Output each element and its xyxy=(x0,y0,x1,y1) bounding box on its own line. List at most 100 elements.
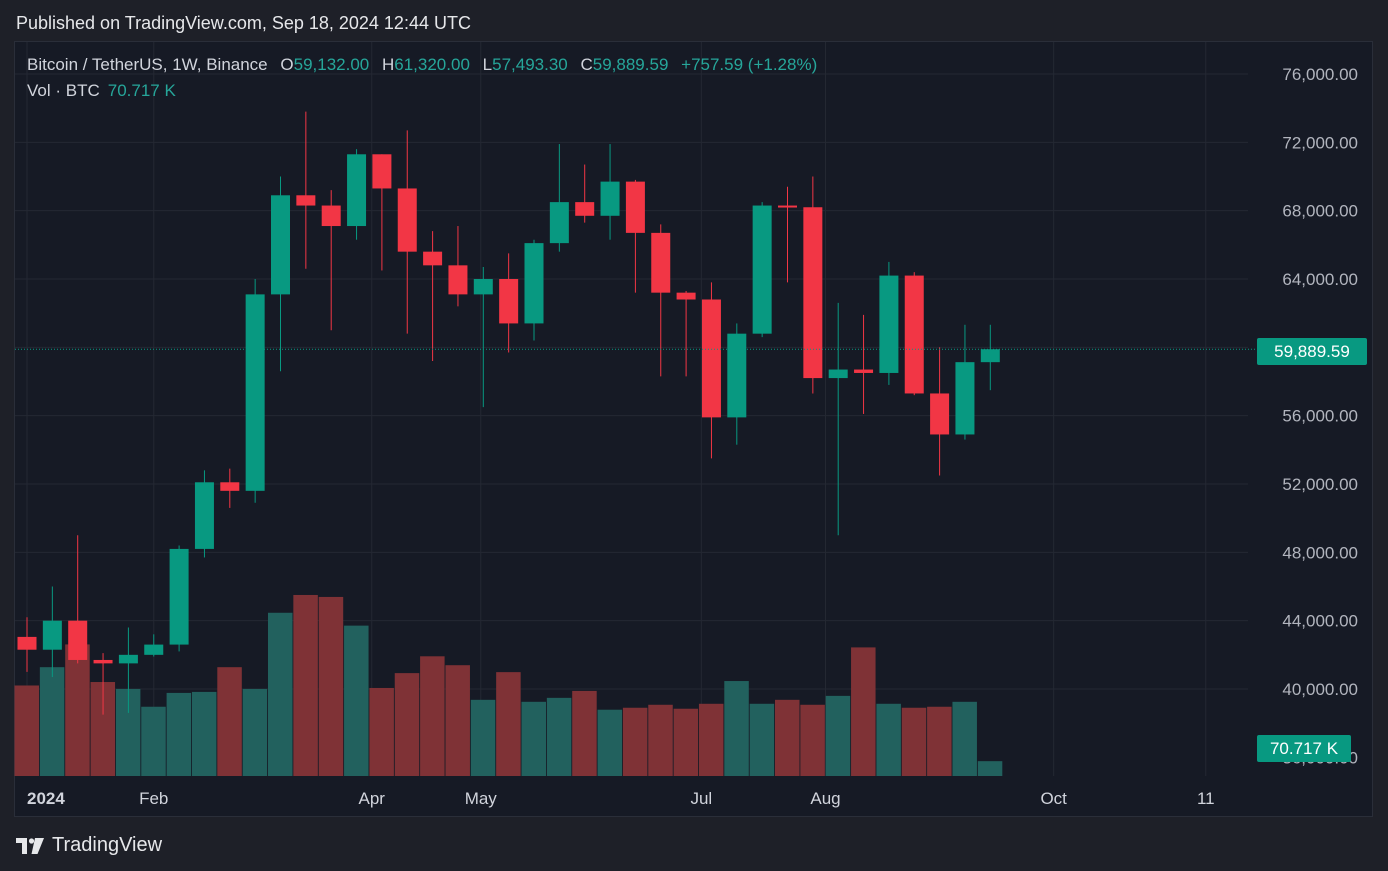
candle-body xyxy=(144,644,164,655)
volume-bar xyxy=(65,644,90,776)
candle-body xyxy=(879,275,899,373)
y-tick-label: 68,000.00 xyxy=(1282,202,1358,221)
volume-bar xyxy=(39,667,65,776)
volume-bar xyxy=(825,695,851,776)
volume-bar xyxy=(268,612,293,776)
candle-body xyxy=(904,275,924,394)
candle-body xyxy=(271,195,290,295)
volume-bar xyxy=(318,596,344,776)
high-value: 61,320.00 xyxy=(394,55,470,74)
volume-bar xyxy=(369,687,394,776)
volume-bar xyxy=(166,692,192,776)
brand-name: TradingView xyxy=(52,834,163,856)
volume-bar xyxy=(724,681,749,776)
volume-label[interactable]: Vol · BTC xyxy=(27,81,100,100)
candle-body xyxy=(676,292,696,300)
candle-body xyxy=(17,636,37,650)
series-legend: Bitcoin / TetherUS, 1W, Binance O59,132.… xyxy=(27,55,817,75)
volume-bar xyxy=(901,707,927,776)
x-tick-label: 11 xyxy=(1197,789,1215,808)
volume-bar xyxy=(344,625,369,776)
published-caption: Published on TradingView.com, Sep 18, 20… xyxy=(16,13,471,33)
volume-bar xyxy=(749,703,775,776)
volume-bar xyxy=(597,709,623,776)
candle-body xyxy=(752,205,772,334)
tradingview-brand[interactable]: TradingView xyxy=(16,834,162,857)
open-label: O xyxy=(280,55,294,74)
candle-body xyxy=(625,181,645,233)
y-tick-label: 72,000.00 xyxy=(1282,133,1358,152)
candle-body xyxy=(980,349,1000,363)
candle-body xyxy=(803,207,823,379)
low-label: L xyxy=(482,55,493,74)
candle-body xyxy=(828,369,848,379)
x-tick-label: Aug xyxy=(810,789,840,808)
last-price-tag: 59,889.59 xyxy=(1257,338,1367,365)
candle-body xyxy=(499,279,519,324)
x-tick-label: Apr xyxy=(359,789,386,808)
candle-body xyxy=(448,265,468,295)
last-volume-tag: 70.717 K xyxy=(1257,735,1351,762)
close-label: C xyxy=(580,55,593,74)
volume-bar xyxy=(14,685,39,776)
candle-body xyxy=(600,181,620,216)
candle-body xyxy=(955,362,975,435)
symbol-label[interactable]: Bitcoin / TetherUS, 1W, Binance xyxy=(27,55,268,74)
candle-body xyxy=(42,620,62,650)
volume-bar xyxy=(293,594,318,776)
volume-bar xyxy=(673,708,699,776)
y-tick-label: 56,000.00 xyxy=(1282,407,1358,426)
open-value: 59,132.00 xyxy=(293,55,370,74)
volume-bar xyxy=(141,706,166,776)
volume-bar xyxy=(851,647,876,776)
candle-body xyxy=(93,659,113,664)
volume-bar xyxy=(572,690,597,776)
candle-body xyxy=(575,202,595,216)
volume-bar xyxy=(952,701,977,776)
volume-bar xyxy=(546,697,572,776)
candle-body xyxy=(347,154,367,227)
candle-body xyxy=(549,202,569,244)
candle-body xyxy=(245,294,265,491)
candle-body xyxy=(68,620,88,660)
x-tick-label: May xyxy=(465,789,498,808)
candle-body xyxy=(220,482,240,491)
volume-bar xyxy=(242,688,268,776)
volume-bar xyxy=(800,704,825,776)
candle-body xyxy=(372,154,392,189)
volume-bar xyxy=(648,704,673,776)
y-tick-label: 48,000.00 xyxy=(1282,543,1358,562)
candle-body xyxy=(727,333,747,418)
volume-bar xyxy=(927,706,952,776)
volume-bar xyxy=(622,707,648,776)
y-tick-label: 44,000.00 xyxy=(1282,612,1358,631)
volume-bar xyxy=(698,703,724,776)
volume-bar xyxy=(445,665,470,776)
volume-legend: Vol · BTC 70.717 K xyxy=(27,81,176,101)
tradingview-logo-icon xyxy=(16,837,44,854)
volume-bar xyxy=(496,672,521,776)
low-value: 57,493.30 xyxy=(492,55,568,74)
candle-body xyxy=(524,243,544,324)
x-tick-label: 2024 xyxy=(27,789,65,808)
volume-bar xyxy=(775,699,800,776)
x-tick-label: Jul xyxy=(690,789,712,808)
x-tick-label: Feb xyxy=(139,789,168,808)
candle-body xyxy=(296,195,316,206)
y-tick-label: 52,000.00 xyxy=(1282,475,1358,494)
candle-body xyxy=(854,369,874,373)
volume-bar xyxy=(876,703,901,776)
volume-bar xyxy=(191,691,217,776)
candle-body xyxy=(701,299,721,418)
volume-bar xyxy=(217,667,242,776)
volume-value: 70.717 K xyxy=(107,81,176,100)
volume-bar xyxy=(470,699,496,776)
candle-body xyxy=(169,548,189,645)
candle-body xyxy=(321,205,341,227)
volume-bar xyxy=(394,673,420,776)
candle-body xyxy=(651,232,671,293)
candle-body xyxy=(778,205,797,208)
candle-body xyxy=(423,251,443,266)
volume-bar xyxy=(977,761,1003,776)
